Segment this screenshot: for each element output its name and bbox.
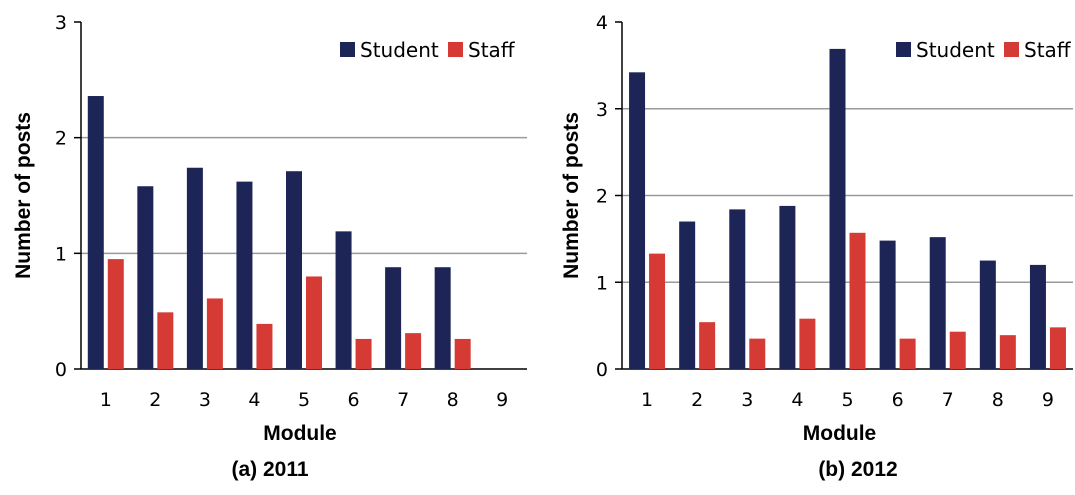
y-tick-label: 3 (55, 12, 67, 34)
chart-caption: (a) 2011 (231, 458, 308, 481)
staff-bar (157, 312, 174, 369)
student-bar (779, 205, 796, 369)
staff-legend-label: Staff (1024, 38, 1072, 62)
student-bar (385, 267, 402, 369)
staff-bar (949, 331, 966, 369)
staff-bar (749, 338, 766, 369)
x-axis-title: Module (803, 422, 877, 445)
student-bar (929, 237, 946, 369)
y-axis-title: Number of posts (560, 112, 583, 279)
chart-2: 0 1 2 3 4 1 2 3 4 5 6 7 8 9 Module Number of posts Stude… (560, 12, 1073, 481)
staff-bar (649, 253, 666, 369)
student-bar (434, 267, 451, 369)
student-bar (629, 72, 646, 369)
student-legend-swatch (896, 42, 911, 57)
y-tick-label: 1 (596, 272, 608, 294)
x-tick-label: 6 (348, 389, 360, 411)
staff-legend-label: Staff (468, 38, 516, 62)
student-legend-label: Student (360, 38, 439, 62)
staff-bar (899, 338, 916, 369)
x-tick-label: 9 (496, 389, 508, 411)
y-axis-title: Number of posts (12, 112, 35, 279)
student-bar (729, 209, 746, 369)
x-tick-label: 8 (447, 389, 459, 411)
y-tick-label: 2 (55, 128, 67, 150)
student-bar (335, 231, 352, 369)
staff-bar (999, 335, 1016, 369)
student-bar (186, 167, 203, 369)
y-tick-label: 0 (596, 359, 608, 381)
x-tick-label: 2 (691, 389, 703, 411)
staff-bar (206, 298, 223, 369)
student-bar (137, 186, 154, 369)
x-tick-label: 3 (199, 389, 211, 411)
x-tick-label: 4 (791, 389, 803, 411)
x-axis-title: Module (263, 422, 337, 445)
x-tick-label: 9 (1042, 389, 1054, 411)
x-tick-label: 2 (149, 389, 161, 411)
student-bar (879, 240, 896, 369)
x-tick-label: 6 (892, 389, 904, 411)
staff-bar (1049, 327, 1066, 369)
x-tick-label: 7 (397, 389, 409, 411)
staff-bar (256, 323, 273, 369)
x-tick-label: 5 (841, 389, 853, 411)
x-tick-label: 8 (992, 389, 1004, 411)
student-legend-swatch (340, 42, 355, 57)
y-tick-label: 0 (55, 359, 67, 381)
x-tick-label: 5 (298, 389, 310, 411)
student-bar (236, 181, 253, 369)
student-legend-label: Student (916, 38, 995, 62)
y-tick-label: 1 (55, 243, 67, 265)
student-bar (286, 171, 302, 369)
x-tick-label: 4 (248, 389, 260, 411)
student-bar (979, 260, 996, 369)
legend: Student Staff (340, 38, 516, 62)
x-tick-label: 3 (741, 389, 753, 411)
y-tick-label: 3 (596, 99, 608, 121)
staff-bar (699, 322, 716, 369)
y-tick-label: 2 (596, 186, 608, 208)
staff-bar (799, 318, 816, 369)
student-bar (87, 96, 104, 369)
chart-1: 0 1 2 3 1 2 3 4 5 6 7 8 9 Module Number of posts Studen… (12, 12, 527, 481)
student-bar (829, 48, 846, 370)
staff-bar (355, 338, 372, 369)
staff-legend-swatch (1004, 42, 1019, 57)
staff-bar (849, 232, 866, 369)
student-bar (679, 221, 696, 369)
staff-bar (454, 338, 471, 369)
x-tick-label: 7 (942, 389, 954, 411)
student-bar (1029, 264, 1046, 369)
staff-bar (107, 259, 124, 369)
y-tick-label: 4 (596, 12, 608, 34)
chart-caption: (b) 2012 (818, 458, 897, 481)
x-tick-label: 1 (641, 389, 653, 411)
legend: Student Staff (896, 38, 1072, 62)
staff-bar (405, 333, 422, 369)
x-tick-label: 1 (100, 389, 112, 411)
staff-legend-swatch (448, 42, 463, 57)
staff-bar (306, 276, 322, 369)
